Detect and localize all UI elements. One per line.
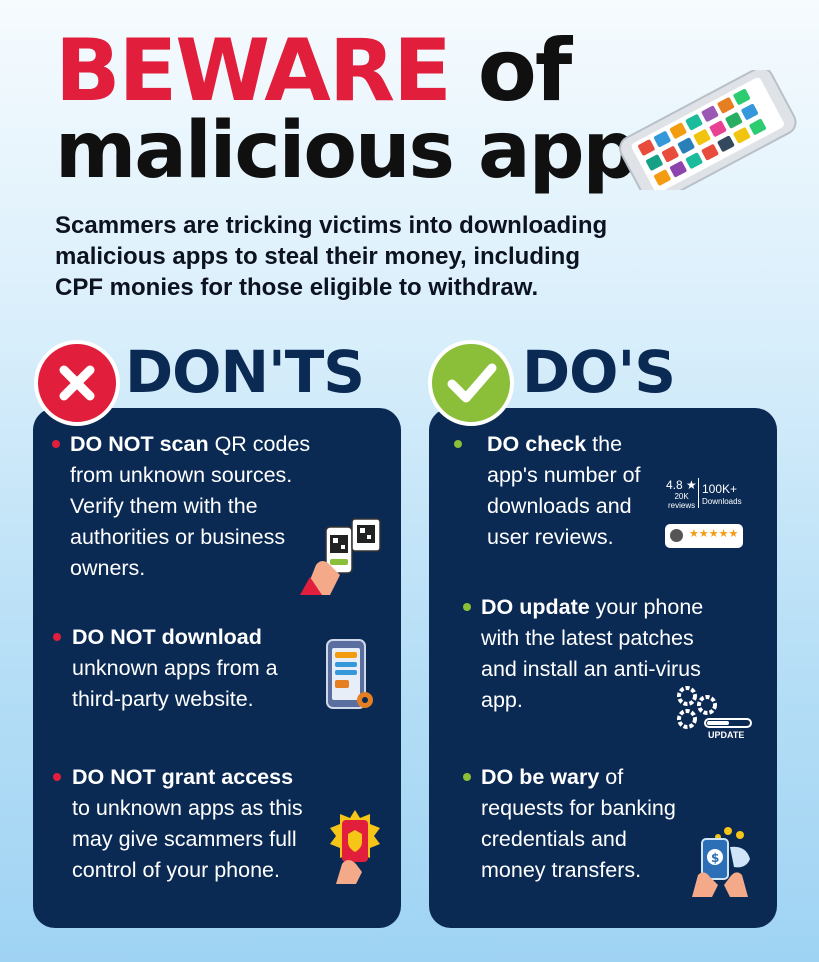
item-line: from unknown sources. <box>70 463 293 487</box>
phone-money-icon: $ <box>692 827 750 897</box>
item-line: app's number of <box>487 463 641 487</box>
item-line: the <box>586 432 623 456</box>
downloads-label: Downloads <box>702 497 742 506</box>
item-line: your phone <box>589 595 704 619</box>
bullet <box>53 633 61 641</box>
item-bold: DO be wary <box>481 765 600 789</box>
donts-heading: DON'TS <box>125 338 365 406</box>
item-line: with the latest patches <box>481 626 694 650</box>
qr-scan-icon <box>300 518 381 595</box>
update-label: UPDATE <box>708 730 745 740</box>
item-line: unknown apps from a <box>72 656 278 680</box>
bullet <box>52 440 60 448</box>
donts-item-download: DO NOT download unknown apps from a thir… <box>72 622 278 715</box>
gears-update-icon <box>677 686 752 729</box>
subtitle-line: CPF monies for those eligible to withdra… <box>55 274 539 301</box>
item-line: requests for banking <box>481 796 676 820</box>
page-title-line1: BEWARE of <box>55 28 572 114</box>
item-bold: DO NOT download <box>72 625 262 649</box>
check-icon <box>428 340 514 426</box>
svg-text:$: $ <box>711 851 719 865</box>
dos-item-check: DO check the app's number of downloads a… <box>487 429 641 553</box>
dos-item-wary: DO be wary of requests for banking crede… <box>481 762 676 886</box>
item-line: owners. <box>70 556 146 580</box>
page-title-line2: malicious apps <box>55 106 683 196</box>
item-line: QR codes <box>208 432 311 456</box>
item-line: and install an anti-virus <box>481 657 701 681</box>
phone-warning-icon <box>330 810 380 884</box>
subtitle-line: Scammers are tricking victims into downl… <box>55 212 608 239</box>
stars-icon: ★★★★★ <box>689 528 739 540</box>
title-highlight: BEWARE <box>55 21 452 121</box>
bullet <box>454 440 462 448</box>
rating-reviews: 20K reviews <box>668 492 696 510</box>
dos-heading: DO'S <box>522 338 676 406</box>
phone-download-icon <box>326 639 373 709</box>
rating-divider <box>698 478 699 508</box>
smartphone-apps-icon <box>619 70 797 190</box>
item-bold: DO NOT scan <box>70 432 209 456</box>
item-line: third-party website. <box>72 687 254 711</box>
bullet <box>53 773 61 781</box>
item-line: authorities or business <box>70 525 286 549</box>
item-line: user reviews. <box>487 525 614 549</box>
item-line: of <box>599 765 624 789</box>
item-bold: DO update <box>481 595 590 619</box>
review-card: ★★★★★ <box>665 524 743 548</box>
rating-icon: 4.8 ★ 20K reviews 100K+ Downloads <box>662 476 754 512</box>
item-line: may give scammers full <box>72 827 297 851</box>
item-line: control of your phone. <box>72 858 280 882</box>
title-rest: of <box>477 21 572 121</box>
subtitle-line: malicious apps to steal their money, inc… <box>55 243 580 270</box>
dos-item-update: DO update your phone with the latest pat… <box>481 592 703 716</box>
item-line: credentials and <box>481 827 627 851</box>
item-line: Verify them with the <box>70 494 258 518</box>
subtitle: Scammers are tricking victims into downl… <box>55 210 755 303</box>
donts-item-scan: DO NOT scan QR codes from unknown source… <box>70 429 310 584</box>
item-bold: DO NOT grant access <box>72 765 294 789</box>
rating-score: 4.8 ★ <box>666 478 697 492</box>
cross-icon <box>34 340 120 426</box>
user-avatar-icon <box>670 529 683 542</box>
item-line: app. <box>481 688 523 712</box>
bullet <box>463 773 471 781</box>
item-line: to unknown apps as this <box>72 796 303 820</box>
item-bold: DO check <box>487 432 587 456</box>
donts-item-access: DO NOT grant access to unknown apps as t… <box>72 762 303 886</box>
item-line: downloads and <box>487 494 632 518</box>
bullet <box>463 603 471 611</box>
downloads-count: 100K+ <box>702 482 738 496</box>
item-line: money transfers. <box>481 858 642 882</box>
